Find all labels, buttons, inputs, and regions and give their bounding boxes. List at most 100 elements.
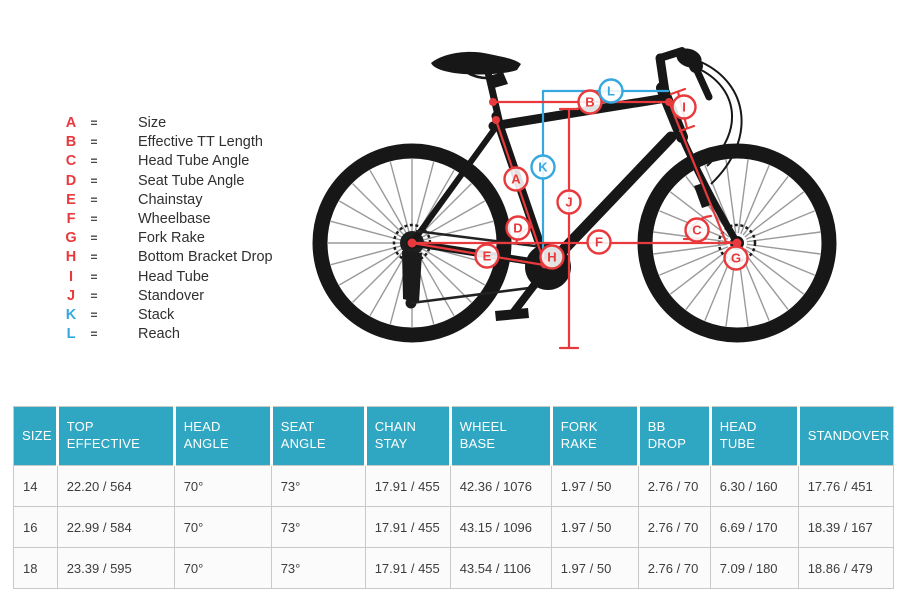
legend-letter: I — [68, 268, 74, 285]
table-cell: 70° — [173, 506, 272, 548]
svg-text:C: C — [692, 223, 702, 238]
legend-row-i: I = Head Tube — [62, 268, 273, 287]
legend-label: Head Tube Angle — [138, 153, 250, 170]
marker-c: C — [684, 217, 710, 243]
legend-row-l: L = Reach — [62, 325, 273, 344]
table-cell: 6.30 / 160 — [709, 465, 799, 507]
table-header-cell: TOP EFFECTIVE — [57, 406, 176, 466]
table-cell: 18.39 / 167 — [797, 506, 895, 548]
equals-sign: = — [90, 116, 98, 130]
table-cell: 70° — [173, 465, 272, 507]
table-cell: 73° — [270, 547, 366, 589]
legend-letter: K — [65, 306, 77, 323]
table-header-cell: CHAIN STAY — [365, 406, 452, 466]
markers: A B C D E F G H I J K L — [474, 78, 749, 271]
marker-f: F — [586, 229, 612, 255]
legend-label: Head Tube — [138, 268, 209, 285]
legend-row-j: J = Standover — [62, 287, 273, 306]
table-cell: 70° — [173, 547, 272, 589]
geometry-legend: A = Size B = Effective TT Length C = Head Tube A… — [62, 114, 273, 344]
table-cell: 6.69 / 170 — [709, 506, 799, 548]
table-cell: 2.76 / 70 — [637, 465, 711, 507]
table-cell: 7.09 / 180 — [709, 547, 799, 589]
table-cell: 2.76 / 70 — [637, 547, 711, 589]
svg-text:A: A — [511, 172, 521, 187]
table-cell: 17.91 / 455 — [364, 465, 451, 507]
table-cell: 2.76 / 70 — [637, 506, 711, 548]
measure-lines — [407, 87, 742, 350]
table-cell: 18 — [13, 547, 58, 589]
table-cell: 23.39 / 595 — [56, 547, 175, 589]
legend-letter: F — [66, 210, 76, 227]
svg-text:G: G — [731, 251, 741, 266]
marker-i: I — [671, 94, 697, 120]
marker-l: L — [598, 78, 624, 104]
equals-sign: = — [90, 135, 98, 150]
svg-text:K: K — [538, 160, 548, 175]
table-row: 16 22.99 / 584 70° 73° 17.91 / 455 43.15 / 10… — [13, 506, 895, 548]
table-cell: 22.20 / 564 — [56, 465, 175, 507]
svg-text:J: J — [565, 195, 572, 210]
marker-e: E — [474, 243, 500, 269]
table-cell: 17.91 / 455 — [364, 547, 451, 589]
table-header-cell: HEAD TUBE — [710, 406, 800, 466]
table-header-cell: FORK RAKE — [551, 406, 640, 466]
marker-a: A — [503, 166, 529, 192]
table-header: SIZE TOP EFFECTIVE HEAD ANGLE SEAT ANGLE CHA… — [13, 406, 894, 466]
frame — [408, 47, 740, 271]
table-cell: 16 — [13, 506, 58, 548]
marker-k: K — [530, 154, 556, 180]
legend-row-d: D = Seat Tube Angle — [62, 172, 273, 191]
legend-row-k: K = Stack — [62, 306, 273, 325]
table-row: 14 22.20 / 564 70° 73° 17.91 / 455 42.36 / 10… — [13, 465, 895, 507]
legend-row-f: F = Wheelbase — [62, 210, 273, 229]
table-cell: 73° — [270, 506, 366, 548]
legend-row-c: C = Head Tube Angle — [62, 152, 273, 171]
svg-text:D: D — [513, 221, 522, 236]
legend-label: Seat Tube Angle — [138, 172, 245, 189]
table-cell: 18.86 / 479 — [797, 547, 895, 589]
table-header-cell: STANDOVER — [798, 406, 894, 466]
equals-sign: = — [90, 211, 98, 226]
legend-letter: B — [65, 134, 77, 151]
legend-label: Wheelbase — [138, 210, 211, 227]
equals-sign: = — [90, 269, 98, 284]
geometry-spec-table: SIZE TOP EFFECTIVE HEAD ANGLE SEAT ANGLE CHA… — [13, 406, 895, 589]
equals-sign: = — [90, 288, 98, 303]
legend-label: Stack — [138, 306, 175, 323]
legend-label: Effective TT Length — [138, 134, 263, 151]
legend-label: Size — [138, 115, 167, 131]
marker-h: H — [539, 244, 565, 270]
table-header-cell: SEAT ANGLE — [271, 406, 367, 466]
legend-letter: L — [66, 326, 76, 343]
table-cell: 1.97 / 50 — [550, 547, 639, 589]
table-cell: 17.76 / 451 — [797, 465, 895, 507]
legend-label: Bottom Bracket Drop — [138, 249, 273, 266]
handlebar — [676, 48, 743, 208]
table-cell: 14 — [13, 465, 58, 507]
legend-letter: G — [65, 230, 77, 247]
equals-sign: = — [90, 154, 98, 169]
table-row: 18 23.39 / 595 70° 73° 17.91 / 455 43.54 / 11… — [13, 547, 895, 589]
legend-row-a: A = Size — [62, 114, 273, 133]
marker-d: D — [505, 215, 531, 241]
legend-row-h: H = Bottom Bracket Drop — [62, 248, 273, 267]
equals-sign: = — [90, 327, 98, 342]
equals-sign: = — [90, 173, 98, 188]
legend-letter: E — [66, 191, 76, 208]
legend-row-b: B = Effective TT Length — [62, 133, 273, 152]
legend-letter: A — [65, 115, 77, 131]
svg-text:L: L — [607, 84, 615, 99]
table-header-cell: SIZE — [13, 406, 59, 466]
table-cell: 42.36 / 1076 — [449, 465, 552, 507]
svg-text:E: E — [483, 249, 492, 264]
equals-sign: = — [90, 250, 98, 265]
equals-sign: = — [90, 231, 98, 246]
svg-text:H: H — [547, 250, 556, 265]
table-cell: 73° — [270, 465, 366, 507]
legend-letter: J — [66, 287, 76, 304]
svg-text:B: B — [585, 95, 594, 110]
marker-j: J — [556, 189, 582, 215]
legend-letter: H — [65, 249, 77, 266]
